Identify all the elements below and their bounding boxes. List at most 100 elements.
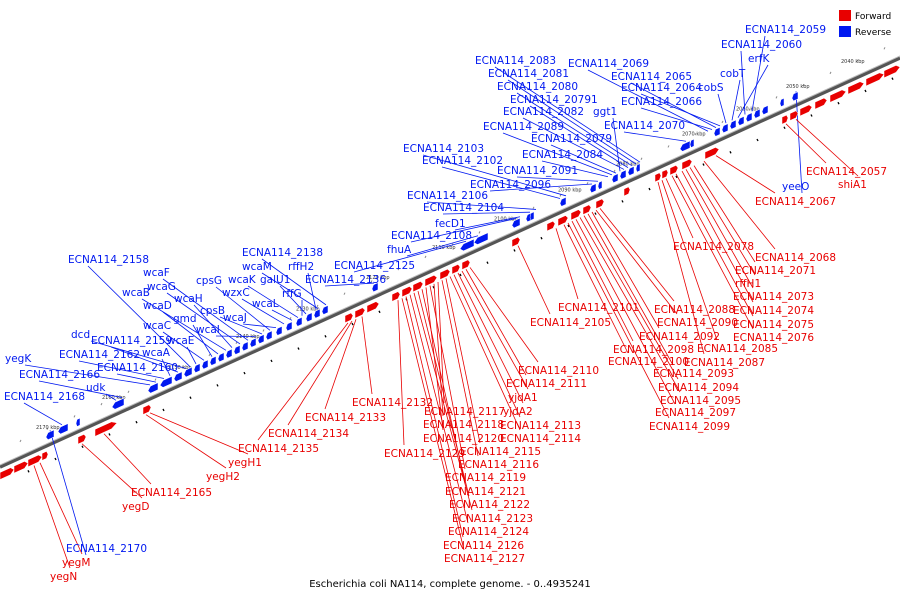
gene-label-wcaa: wcaA [142, 347, 171, 359]
forward-gene-arrow [681, 158, 693, 170]
gene-label-ecna114-20791: ECNA114_20791 [510, 94, 598, 106]
backbone-dot [397, 267, 400, 271]
forward-gene-arrow [451, 264, 461, 275]
reverse-gene-arrow [147, 382, 159, 394]
forward-gene-arrow [661, 169, 669, 180]
backbone-dot [154, 378, 157, 381]
gene-label-ecna114-2079: ECNA114_2079 [531, 133, 612, 145]
forward-gene-arrow [595, 198, 605, 210]
leader-line [426, 201, 537, 210]
leader-line [81, 443, 143, 499]
backbone-dot [486, 261, 489, 264]
gene-label-ecna114-2066: ECNA114_2066 [621, 96, 702, 108]
leader-line [324, 282, 375, 287]
gene-label-ecna114-2064: ECNA114_2064 [621, 82, 702, 94]
gene-label-fhua: fhuA [387, 244, 412, 256]
forward-gene-arrow [570, 209, 582, 221]
forward-gene-arrow [424, 275, 438, 287]
forward-gene-arrow [799, 104, 813, 117]
reverse-gene-arrow [791, 91, 799, 102]
reverse-gene-arrow [321, 305, 329, 315]
gene-label-ecna114-2059: ECNA114_2059 [745, 24, 826, 36]
leader-line [397, 300, 405, 446]
gene-label-ecna114-2096: ECNA114_2096 [470, 179, 551, 191]
forward-gene-arrow [814, 97, 828, 110]
gene-label-ecna114-2132: ECNA114_2132 [352, 397, 433, 409]
forward-gene-arrow [582, 204, 592, 215]
backbone-dot [621, 200, 624, 203]
reverse-gene-arrow [305, 312, 313, 323]
forward-gene-arrow [0, 467, 15, 480]
leader-line [457, 272, 524, 404]
leader-line [441, 280, 479, 457]
leader-line [307, 272, 317, 310]
gene-label-rffh2: rffH2 [288, 261, 314, 273]
backbone-dot [216, 384, 219, 387]
leader-line [785, 123, 827, 164]
leader-line [192, 324, 213, 357]
leader-line [413, 292, 473, 511]
leader-line [103, 433, 152, 485]
reverse-gene-arrow [619, 169, 627, 180]
reverse-gene-arrow [217, 352, 225, 363]
reverse-gene-arrow [689, 138, 695, 148]
backbone-dot [73, 415, 76, 418]
backbone-dot [378, 310, 381, 314]
backbone-dot [613, 169, 616, 173]
leader-line [409, 294, 469, 524]
tick-label: 2160 kbp [102, 395, 126, 401]
backbone-dot [594, 212, 597, 215]
reverse-gene-arrow [635, 163, 641, 173]
leader-line [261, 272, 319, 309]
leader-line [740, 50, 746, 115]
forward-gene-arrow [789, 110, 799, 121]
gene-label-wcai: wcaI [196, 324, 220, 336]
gene-label-wcaj: wcaJ [223, 312, 247, 324]
leader-line [161, 358, 171, 376]
leader-line [87, 265, 191, 367]
reverse-gene-arrow [559, 196, 567, 207]
leader-line [567, 222, 670, 419]
reverse-gene-arrow [295, 316, 303, 327]
backbone-dot [756, 138, 759, 142]
tick-label: 2040 kbp [841, 59, 865, 65]
tick-label: 2060 kbp [736, 107, 760, 113]
gene-label-wcab: wcaB [122, 287, 150, 299]
reverse-gene-arrow [779, 97, 785, 107]
leader-line [247, 285, 299, 318]
tick-label: 2150 kbp [168, 365, 192, 371]
leader-line [110, 346, 179, 373]
reverse-gene-arrow [529, 211, 535, 221]
forward-gene-arrow [401, 286, 413, 298]
gene-label-ecna114-2127: ECNA114_2127 [444, 553, 525, 565]
gene-label-wcac: wcaC [143, 320, 171, 332]
leader-line [583, 215, 679, 380]
gene-label-wcaf: wcaF [143, 267, 170, 279]
leader-line [429, 285, 466, 470]
leader-line [442, 211, 531, 215]
gene-label-wcam: wcaM [242, 261, 272, 273]
forward-gene-arrow [77, 434, 87, 445]
backbone-dot [243, 371, 246, 375]
gene-label-ecna114-2134: ECNA114_2134 [268, 428, 349, 440]
gene-label-ecna114-2083: ECNA114_2083 [475, 55, 556, 67]
leader-line [717, 93, 727, 124]
leader-line [116, 373, 157, 383]
forward-gene-arrow [847, 81, 865, 95]
gene-label-ecna114-2113: ECNA114_2113 [500, 420, 581, 432]
gene-label-rffg: rffG [282, 288, 302, 300]
gene-label-ecna114-2087: ECNA114_2087 [684, 357, 765, 369]
leader-line [640, 107, 713, 130]
leader-line [90, 340, 187, 369]
gene-label-ecna114-2101: ECNA114_2101 [558, 302, 639, 314]
leader-line [324, 319, 357, 410]
backbone-dot [262, 329, 265, 332]
gene-label-galu1: galU1 [260, 274, 290, 286]
leader-line [39, 462, 83, 555]
gene-label-wcae: wcaE [167, 335, 194, 347]
gene-label-ecna114-2085: ECNA114_2085 [697, 343, 778, 355]
leader-line [587, 213, 674, 366]
leader-line [661, 180, 718, 341]
tick-label: 2080 kbp [616, 161, 640, 167]
forward-gene-arrow [344, 312, 354, 324]
